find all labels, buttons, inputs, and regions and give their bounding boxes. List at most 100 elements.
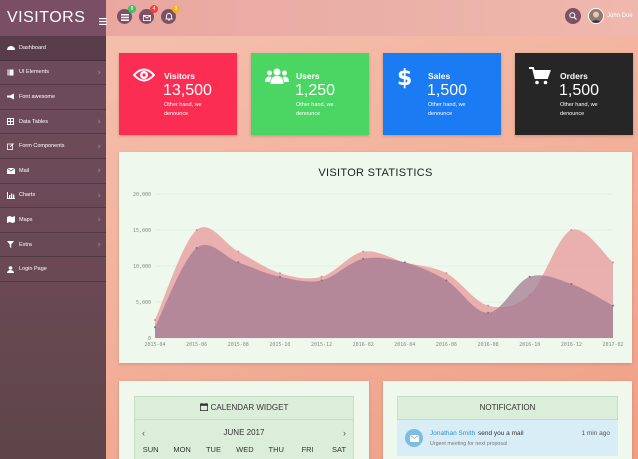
sidebar-item-dashboard[interactable]: Dashboard	[0, 36, 106, 61]
notification-item[interactable]: Jonathan Smith send you a mail 1 min ago…	[397, 420, 618, 456]
sidebar-item-charts[interactable]: Charts	[0, 184, 106, 209]
x-tick-label: 2016-04	[394, 342, 415, 348]
data-point[interactable]	[278, 275, 281, 278]
sidebar-item-label: Mail	[19, 167, 30, 174]
data-point[interactable]	[195, 229, 198, 231]
cart-icon	[529, 67, 551, 90]
data-point[interactable]	[445, 272, 448, 275]
user-menu[interactable]: John Doe	[588, 8, 633, 24]
envelope-icon	[6, 167, 15, 175]
chevron-icon	[96, 217, 101, 223]
data-point[interactable]	[362, 257, 365, 260]
bullhorn-icon	[6, 93, 15, 101]
stat-description: Other hand, we denounce	[164, 102, 202, 117]
notification-time: 1 min ago	[581, 430, 610, 437]
list-icon	[120, 8, 129, 26]
x-tick-label: 2016-12	[561, 342, 582, 348]
data-point[interactable]	[278, 272, 281, 275]
edit-icon	[6, 142, 15, 150]
data-point[interactable]	[570, 283, 573, 285]
calendar-header: CALENDAR WIDGET	[134, 396, 354, 420]
sidebar-item-extra[interactable]: Extra	[0, 233, 106, 258]
data-point[interactable]	[612, 261, 614, 264]
sidebar-item-maps[interactable]: Maps	[0, 208, 106, 233]
menu-toggle-icon[interactable]	[99, 12, 107, 30]
data-point[interactable]	[487, 311, 490, 314]
data-point[interactable]	[528, 275, 531, 278]
data-point[interactable]	[570, 229, 573, 231]
data-point[interactable]	[154, 319, 156, 321]
envelope-icon	[142, 8, 151, 26]
weekday: SAT	[332, 445, 347, 454]
x-tick-label: 2015-04	[144, 342, 165, 348]
data-point[interactable]	[320, 279, 323, 282]
sidebar-item-label: Extra	[19, 241, 32, 248]
sidebar-item-mail[interactable]: Mail	[0, 159, 106, 184]
weekday: MON	[173, 445, 191, 454]
stat-label: Orders	[560, 71, 588, 81]
data-point[interactable]	[445, 279, 448, 282]
x-tick-label: 2016-10	[519, 342, 540, 348]
book-icon	[6, 68, 15, 76]
stat-description: Other hand, we denounce	[428, 102, 466, 117]
notification-panel: NOTIFICATION Jonathan Smith send you a m…	[383, 381, 632, 459]
stat-label: Users	[296, 71, 320, 81]
notification-header: NOTIFICATION	[397, 396, 618, 420]
bar-chart-icon	[6, 191, 15, 199]
eye-icon	[132, 67, 156, 88]
messages-button[interactable]: 4	[139, 5, 158, 26]
weekday: FRI	[301, 445, 314, 454]
y-tick-label: 15,000	[133, 228, 151, 234]
stat-value: 1,250	[295, 82, 336, 99]
prev-month-button[interactable]: ‹	[142, 428, 145, 438]
tasks-button[interactable]: 8	[117, 5, 136, 26]
messages-badge: 4	[150, 5, 158, 13]
data-point[interactable]	[237, 250, 240, 253]
x-tick-label: 2017-02	[602, 342, 623, 348]
notification-sender[interactable]: Jonathan Smith	[430, 430, 476, 437]
sidebar-item-data-tables[interactable]: Data Tables	[0, 110, 106, 135]
calendar-title: CALENDAR WIDGET	[210, 403, 289, 412]
top-bar: 8 4 3 John Doe	[99, 0, 638, 36]
sidebar-item-label: Login Page	[19, 266, 47, 273]
map-icon	[6, 216, 15, 224]
sidebar-item-form-components[interactable]: Form Components	[0, 134, 106, 159]
dollar-icon: $	[397, 65, 412, 94]
x-tick-label: 2016-02	[353, 342, 374, 348]
brand-logo[interactable]: VISITORS	[0, 0, 106, 36]
stat-value: 1,500	[427, 82, 468, 99]
data-point[interactable]	[362, 250, 365, 253]
sidebar-item-label: Form Components	[19, 143, 65, 150]
y-tick-label: 0	[148, 336, 151, 342]
user-icon	[6, 265, 15, 273]
sidebar-item-login-page[interactable]: Login Page	[0, 257, 106, 282]
search-button[interactable]	[565, 8, 581, 24]
sidebar-item-label: Data Tables	[19, 118, 48, 125]
stat-card-visitors: Visitors 13,500 Other hand, we denounce	[119, 53, 237, 135]
data-point[interactable]	[612, 304, 614, 307]
panel-title: VISITOR STATISTICS	[318, 167, 433, 179]
x-tick-label: 2016-06	[436, 342, 457, 348]
weekday: SUN	[142, 445, 159, 454]
data-point[interactable]	[195, 247, 198, 249]
stat-card-orders: Orders 1,500 Other hand, we denounce	[515, 53, 633, 135]
data-point[interactable]	[487, 304, 490, 307]
data-point[interactable]	[403, 261, 406, 264]
calendar-body: ‹ JUNE 2017 › SUN MON TUE WED THU FRI SA…	[134, 420, 354, 459]
sidebar-item-font-awesome[interactable]: Font awesome	[0, 85, 106, 110]
calendar-month: JUNE 2017	[223, 428, 265, 437]
data-point[interactable]	[237, 261, 240, 264]
data-point[interactable]	[154, 326, 156, 329]
data-point[interactable]	[320, 275, 323, 278]
user-name: John Doe	[607, 13, 633, 19]
next-month-button[interactable]: ›	[343, 428, 346, 438]
tasks-badge: 8	[128, 5, 136, 13]
alerts-badge: 3	[172, 5, 180, 13]
sidebar-item-ui-elements[interactable]: UI Elements	[0, 61, 106, 86]
sidebar-item-label: Maps	[19, 216, 33, 223]
alerts-button[interactable]: 3	[161, 5, 180, 24]
sidebar-item-label: Charts	[19, 192, 36, 199]
stat-label: Sales	[428, 71, 451, 81]
chevron-icon	[96, 119, 101, 124]
y-tick-label: 5,000	[136, 300, 151, 306]
